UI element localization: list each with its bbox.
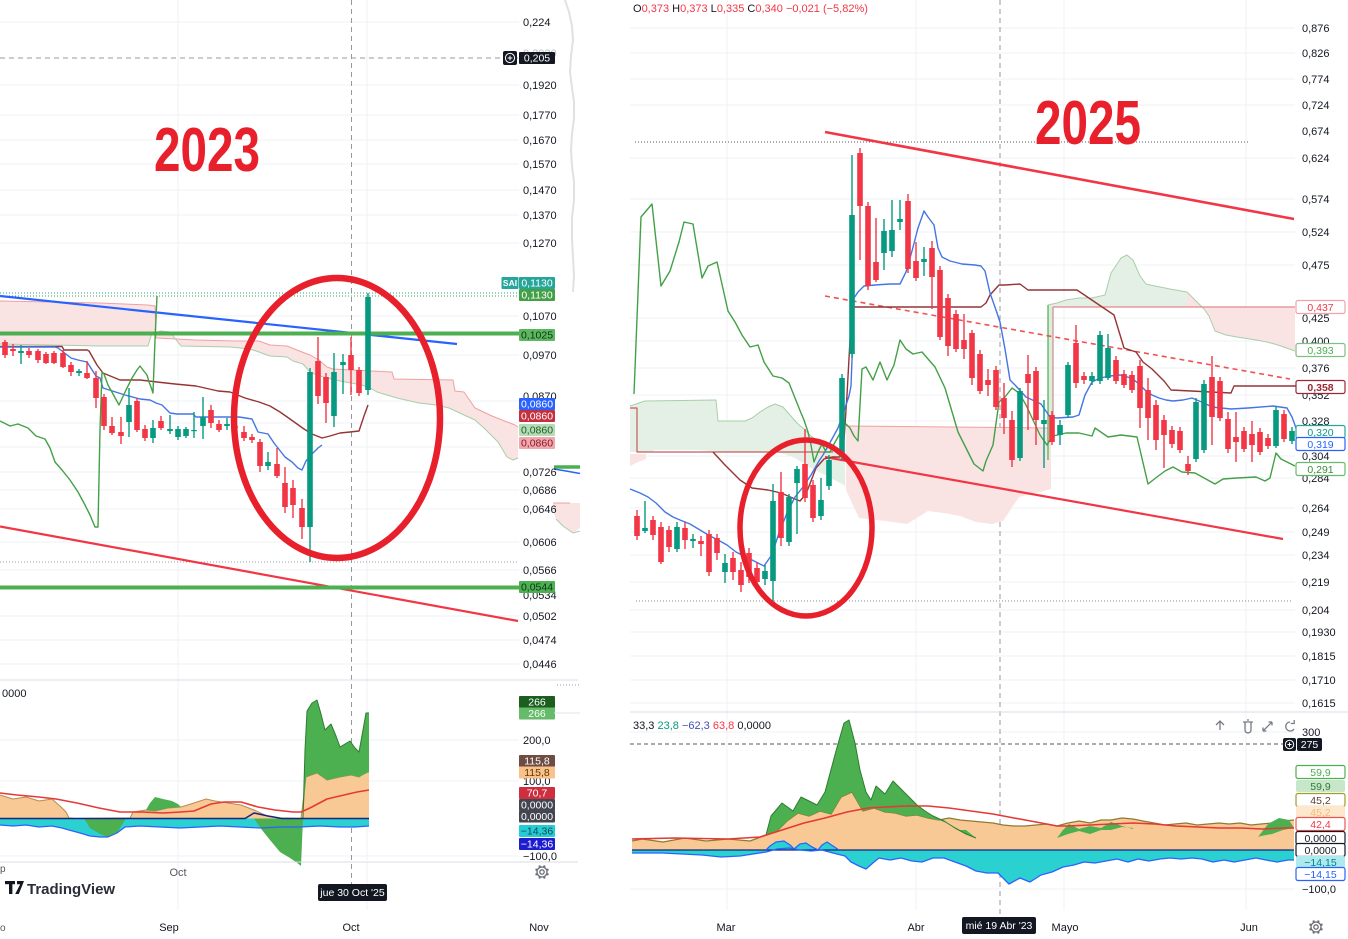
svg-text:0,1670: 0,1670 bbox=[523, 135, 557, 147]
svg-text:0,320: 0,320 bbox=[1307, 427, 1333, 439]
svg-text:0,376: 0,376 bbox=[1302, 363, 1330, 375]
svg-text:0,826: 0,826 bbox=[1302, 48, 1330, 60]
svg-text:Nov: Nov bbox=[529, 922, 549, 934]
svg-text:SAI: SAI bbox=[503, 278, 517, 288]
svg-text:0,574: 0,574 bbox=[1302, 194, 1330, 206]
svg-text:0,0646: 0,0646 bbox=[523, 504, 557, 516]
svg-text:Mayo: Mayo bbox=[1052, 922, 1079, 934]
svg-text:42,4: 42,4 bbox=[1310, 819, 1331, 831]
svg-text:Abr: Abr bbox=[907, 922, 924, 934]
svg-text:0,0446: 0,0446 bbox=[523, 659, 557, 671]
svg-text:0,475: 0,475 bbox=[1302, 260, 1330, 272]
svg-text:0,0544: 0,0544 bbox=[521, 582, 553, 594]
svg-text:−14,36: −14,36 bbox=[521, 826, 554, 838]
svg-text:0,219: 0,219 bbox=[1302, 577, 1330, 589]
svg-text:o: o bbox=[0, 923, 6, 934]
svg-text:200,0: 200,0 bbox=[523, 735, 551, 747]
svg-text:0,1570: 0,1570 bbox=[523, 159, 557, 171]
svg-text:p: p bbox=[0, 864, 6, 875]
svg-text:0,264: 0,264 bbox=[1302, 503, 1330, 515]
svg-text:115,8: 115,8 bbox=[524, 767, 550, 779]
svg-text:0,291: 0,291 bbox=[1307, 464, 1333, 476]
svg-text:0,0726: 0,0726 bbox=[523, 467, 557, 479]
svg-text:0,0502: 0,0502 bbox=[523, 611, 557, 623]
svg-text:2025: 2025 bbox=[1035, 89, 1141, 158]
svg-text:TradingView: TradingView bbox=[27, 881, 115, 898]
svg-text:0,0000: 0,0000 bbox=[1304, 833, 1336, 845]
svg-text:0,249: 0,249 bbox=[1302, 527, 1330, 539]
svg-text:275: 275 bbox=[1301, 739, 1319, 751]
svg-text:0,0860: 0,0860 bbox=[521, 425, 553, 437]
svg-text:0,0000: 0,0000 bbox=[521, 811, 553, 823]
svg-text:0,0860: 0,0860 bbox=[521, 438, 553, 450]
svg-text:−100,0: −100,0 bbox=[1302, 884, 1336, 896]
svg-text:0,304: 0,304 bbox=[1302, 451, 1330, 463]
svg-text:0,524: 0,524 bbox=[1302, 227, 1330, 239]
svg-text:2023: 2023 bbox=[154, 116, 260, 185]
svg-text:0,876: 0,876 bbox=[1302, 23, 1330, 35]
svg-text:mié 19 Abr '23: mié 19 Abr '23 bbox=[966, 920, 1033, 932]
svg-text:115,8: 115,8 bbox=[524, 756, 550, 768]
svg-text:0,358: 0,358 bbox=[1307, 382, 1333, 394]
svg-text:70,7: 70,7 bbox=[527, 788, 548, 800]
svg-text:0,1710: 0,1710 bbox=[1302, 675, 1336, 687]
svg-text:Mar: Mar bbox=[717, 922, 736, 934]
svg-text:45,2: 45,2 bbox=[1310, 795, 1331, 807]
svg-text:0,774: 0,774 bbox=[1302, 74, 1330, 86]
svg-text:0,1930: 0,1930 bbox=[1302, 627, 1336, 639]
svg-text:266: 266 bbox=[528, 708, 546, 720]
svg-text:266: 266 bbox=[528, 697, 546, 709]
svg-text:0,724: 0,724 bbox=[1302, 100, 1330, 112]
svg-text:0,1130: 0,1130 bbox=[521, 290, 552, 302]
svg-text:0,234: 0,234 bbox=[1302, 550, 1330, 562]
svg-text:0,425: 0,425 bbox=[1302, 313, 1330, 325]
svg-text:0,0860: 0,0860 bbox=[521, 411, 553, 423]
svg-text:0,0970: 0,0970 bbox=[523, 350, 557, 362]
svg-text:33,3 23,8 −62,3 63,8 0,0000: 33,3 23,8 −62,3 63,8 0,0000 bbox=[633, 720, 771, 732]
svg-text:0,0606: 0,0606 bbox=[523, 537, 557, 549]
svg-text:100,0: 100,0 bbox=[523, 776, 551, 788]
svg-text:−14,36: −14,36 bbox=[521, 839, 554, 851]
svg-text:0,1370: 0,1370 bbox=[523, 210, 557, 222]
svg-text:Jun: Jun bbox=[1240, 922, 1258, 934]
svg-text:59,9: 59,9 bbox=[1310, 781, 1331, 793]
svg-text:0,0860: 0,0860 bbox=[521, 399, 553, 411]
svg-text:−100,0: −100,0 bbox=[523, 851, 557, 863]
svg-text:0,1615: 0,1615 bbox=[1302, 698, 1336, 710]
svg-text:Oct: Oct bbox=[342, 922, 359, 934]
svg-text:59,9: 59,9 bbox=[1310, 767, 1331, 779]
svg-text:0,1920: 0,1920 bbox=[523, 80, 557, 92]
svg-text:Sep: Sep bbox=[159, 922, 179, 934]
svg-text:0,1270: 0,1270 bbox=[523, 238, 557, 250]
svg-text:0,1470: 0,1470 bbox=[523, 185, 557, 197]
svg-text:0,393: 0,393 bbox=[1307, 345, 1333, 357]
svg-text:0,0566: 0,0566 bbox=[523, 565, 557, 577]
svg-text:0,205: 0,205 bbox=[524, 53, 550, 65]
svg-text:−14,15: −14,15 bbox=[1304, 857, 1337, 869]
svg-text:0,0000: 0,0000 bbox=[521, 800, 553, 812]
svg-text:jue 30 Oct '25: jue 30 Oct '25 bbox=[319, 887, 385, 899]
svg-text:0,1070: 0,1070 bbox=[523, 311, 557, 323]
svg-text:0,319: 0,319 bbox=[1307, 439, 1333, 451]
svg-text:0,0000: 0,0000 bbox=[1304, 845, 1336, 857]
svg-text:O0,373 H0,373 L0,335 C0,340 −0: O0,373 H0,373 L0,335 C0,340 −0,021 (−5,8… bbox=[633, 3, 868, 15]
svg-text:0,1770: 0,1770 bbox=[523, 110, 557, 122]
svg-text:0,0474: 0,0474 bbox=[523, 635, 557, 647]
svg-text:0,674: 0,674 bbox=[1302, 126, 1330, 138]
svg-text:0000: 0000 bbox=[2, 688, 26, 700]
svg-text:0,1815: 0,1815 bbox=[1302, 651, 1336, 663]
svg-text:0,1025: 0,1025 bbox=[521, 330, 553, 342]
svg-text:0,437: 0,437 bbox=[1307, 302, 1333, 314]
svg-text:Oct: Oct bbox=[169, 867, 186, 879]
svg-text:0,224: 0,224 bbox=[523, 17, 551, 29]
svg-text:0,204: 0,204 bbox=[1302, 605, 1330, 617]
svg-text:0,0686: 0,0686 bbox=[523, 485, 557, 497]
svg-text:45,2: 45,2 bbox=[1310, 807, 1331, 819]
svg-text:0,624: 0,624 bbox=[1302, 153, 1330, 165]
svg-text:−14,15: −14,15 bbox=[1304, 869, 1337, 881]
svg-text:0,1130: 0,1130 bbox=[521, 278, 552, 290]
svg-text:300: 300 bbox=[1302, 727, 1320, 739]
